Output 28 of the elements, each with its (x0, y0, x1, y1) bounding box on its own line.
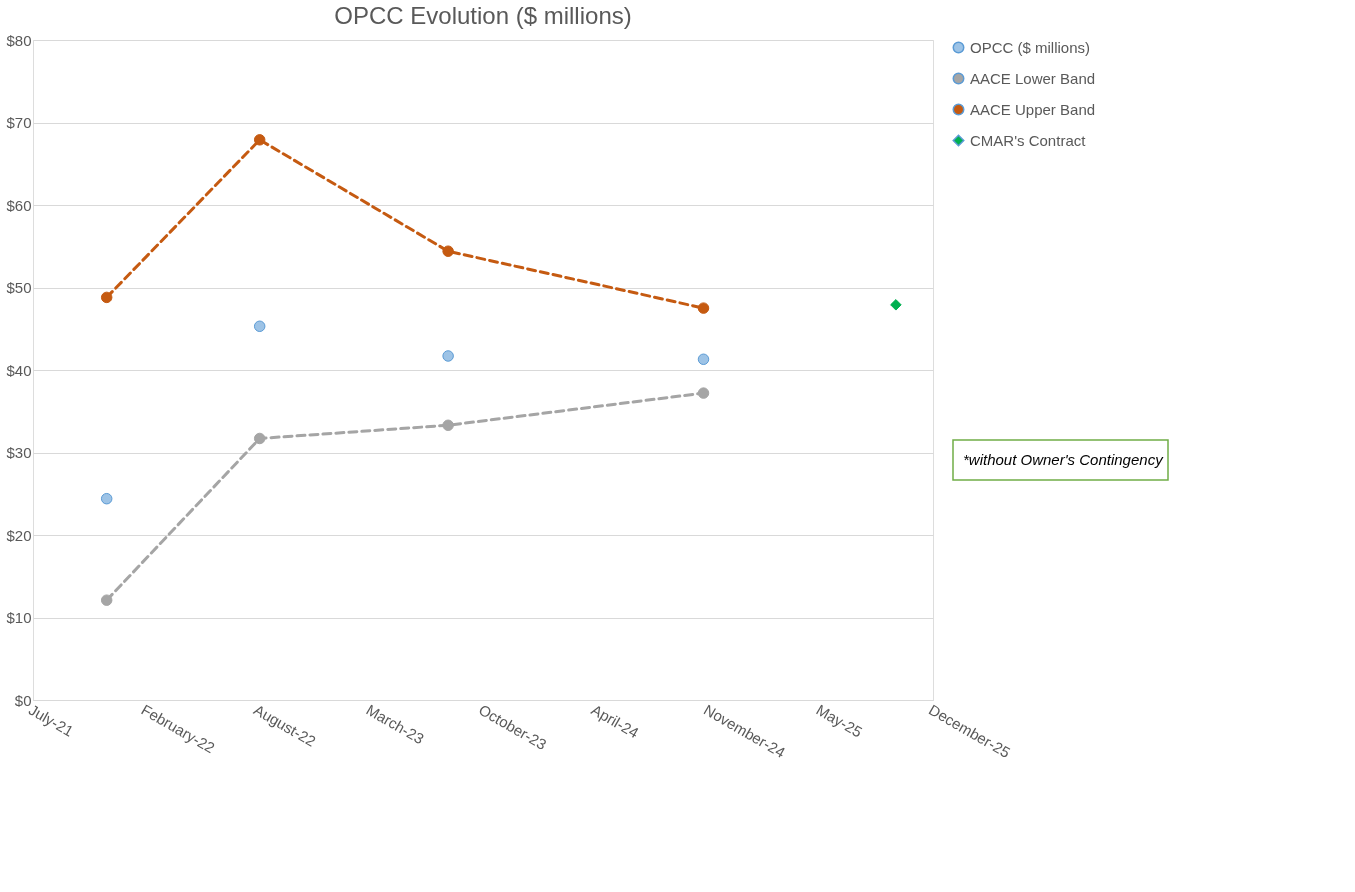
y-tick-label: $30 (6, 444, 32, 461)
point (442, 350, 454, 362)
y-tick-label: $10 (6, 609, 32, 626)
y-tick-label: $80 (6, 31, 32, 49)
y-tick-label: $0 (14, 691, 32, 709)
legend-label: OPCC ($ millions) (970, 38, 1091, 56)
point (100, 594, 113, 606)
point (697, 353, 710, 366)
point (890, 299, 902, 311)
legend-label: AACE Lower Band (970, 69, 1096, 87)
y-tick-label: $60 (6, 196, 32, 214)
point (697, 302, 710, 314)
point (253, 134, 266, 146)
point (442, 419, 454, 432)
text: *without Owner's Contingency (963, 451, 1165, 468)
y-tick-label: $40 (6, 361, 32, 379)
y-tick-label: $20 (6, 526, 32, 544)
point (442, 245, 454, 257)
y-tick-label: $70 (6, 114, 32, 131)
point (697, 387, 710, 399)
point (253, 320, 266, 333)
chart-title: OPCC Evolution ($ millions) (334, 2, 632, 29)
legend-label: AACE Upper Band (970, 100, 1096, 118)
point (253, 432, 266, 445)
legend-label: CMAR's Contract (970, 131, 1087, 149)
point (100, 492, 113, 505)
y-tick-label: $50 (6, 279, 32, 296)
point (100, 291, 113, 304)
